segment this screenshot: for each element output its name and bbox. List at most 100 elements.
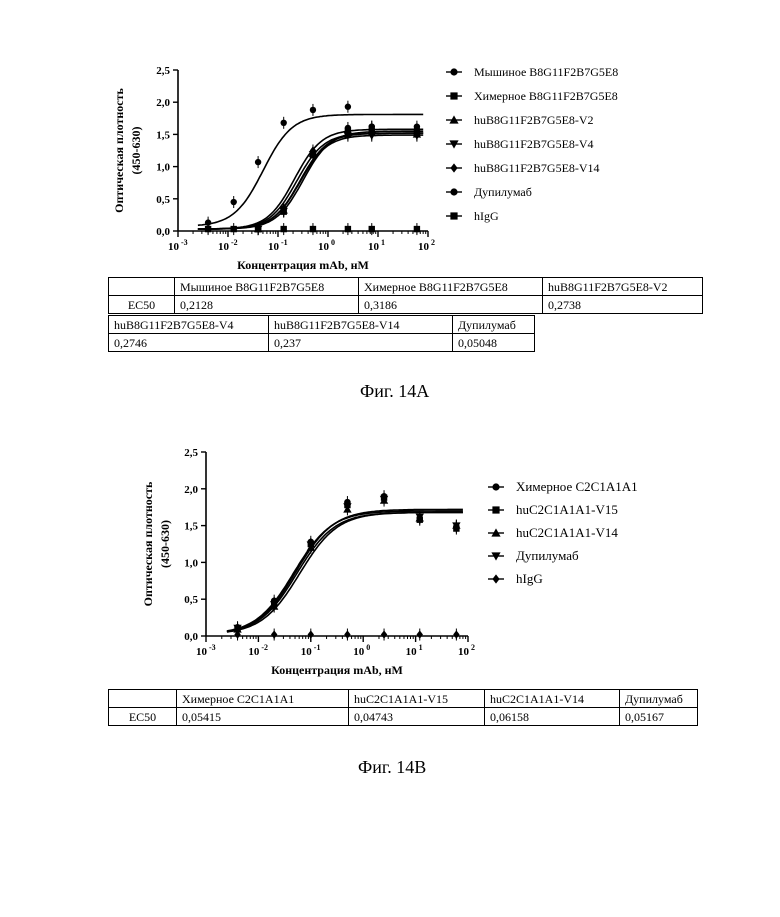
x-tick-label: 10 -1 bbox=[268, 238, 288, 253]
data-point bbox=[414, 123, 420, 129]
table-cell: 0,2128 bbox=[175, 296, 359, 314]
x-axis-label: Концентрация mAb, нМ bbox=[237, 258, 369, 272]
legend-label: hIgG bbox=[516, 571, 543, 586]
legend-label: Химерное C2C1A1A1 bbox=[516, 479, 638, 494]
table-cell-empty bbox=[109, 690, 177, 708]
y-tick-label: 2,0 bbox=[184, 484, 198, 496]
figure-caption-b: Фиг. 14В bbox=[358, 757, 426, 778]
legend-label: hIgG bbox=[474, 209, 499, 223]
fit-curve bbox=[227, 511, 463, 631]
x-tick-label: 10 -3 bbox=[196, 643, 216, 658]
y-tick-label: 0,5 bbox=[184, 594, 198, 606]
legend-label: huC2C1A1A1-V15 bbox=[516, 502, 618, 517]
y-tick-label: 1,5 bbox=[184, 521, 198, 533]
chart-b: 0,00,51,01,52,02,510 -310 -210 -110 010 … bbox=[0, 435, 780, 685]
table-cell: 0,3186 bbox=[359, 296, 543, 314]
table-header-cell: Дупилумаб bbox=[620, 690, 698, 708]
data-point bbox=[369, 123, 375, 129]
table-cell-empty bbox=[109, 278, 175, 296]
table-header-cell: huB8G11F2B7G5E8-V14 bbox=[269, 316, 453, 334]
y-tick-label: 2,5 bbox=[156, 65, 170, 77]
data-point bbox=[271, 630, 277, 638]
legend-label: Химерное B8G11F2B7G5E8 bbox=[474, 89, 618, 103]
data-point bbox=[345, 104, 351, 110]
table-header-cell: Дупилумаб bbox=[453, 316, 535, 334]
fit-curve bbox=[227, 509, 463, 631]
data-point bbox=[453, 630, 459, 638]
x-tick-label: 10 -3 bbox=[168, 238, 188, 253]
x-axis-label: Концентрация mAb, нМ bbox=[271, 663, 403, 677]
table-header-cell: huB8G11F2B7G5E8-V4 bbox=[109, 316, 269, 334]
table-header-cell: Химерное C2C1A1A1 bbox=[177, 690, 349, 708]
table-row-label: EC50 bbox=[109, 296, 175, 314]
table-cell: 0,2738 bbox=[543, 296, 703, 314]
y-tick-label: 1,0 bbox=[184, 557, 198, 569]
data-point bbox=[230, 226, 236, 232]
legend-marker bbox=[492, 574, 499, 583]
x-tick-label: 10 -2 bbox=[248, 643, 268, 658]
data-point bbox=[369, 226, 375, 232]
table-cell: 0,05415 bbox=[177, 708, 349, 726]
data-point bbox=[230, 199, 236, 205]
legend-marker bbox=[492, 483, 499, 490]
legend-label: Дупилумаб bbox=[516, 548, 579, 563]
legend-label: Дупилумаб bbox=[474, 185, 532, 199]
table-cell: 0,05167 bbox=[620, 708, 698, 726]
data-point bbox=[381, 630, 387, 638]
ec50-table-a: Мышиное B8G11F2B7G5E8 Химерное B8G11F2B7… bbox=[108, 277, 703, 314]
table-header-cell: huC2C1A1A1-V15 bbox=[349, 690, 485, 708]
data-point bbox=[345, 226, 351, 232]
y-axis-label: Оптическая плотность bbox=[141, 481, 155, 606]
table-header-cell: Мышиное B8G11F2B7G5E8 bbox=[175, 278, 359, 296]
y-axis-label-units: (450-630) bbox=[158, 520, 172, 568]
y-axis-label-units: (450-630) bbox=[129, 127, 143, 175]
legend-label: huB8G11F2B7G5E8-V4 bbox=[474, 137, 594, 151]
y-tick-label: 0,0 bbox=[156, 226, 170, 238]
legend-marker bbox=[450, 68, 457, 75]
x-tick-label: 10 0 bbox=[318, 238, 335, 253]
data-point bbox=[417, 630, 423, 638]
table-row: 0,2746 0,237 0,05048 bbox=[109, 334, 535, 352]
data-point bbox=[280, 226, 286, 232]
y-tick-label: 0,5 bbox=[156, 194, 170, 206]
legend-marker bbox=[492, 506, 499, 513]
table-row: EC50 0,05415 0,04743 0,06158 0,05167 bbox=[109, 708, 698, 726]
table-row: EC50 0,2128 0,3186 0,2738 bbox=[109, 296, 703, 314]
legend-label: huB8G11F2B7G5E8-V2 bbox=[474, 113, 594, 127]
y-tick-label: 1,0 bbox=[156, 162, 170, 174]
table-cell: 0,2746 bbox=[109, 334, 269, 352]
table-header-cell: Химерное B8G11F2B7G5E8 bbox=[359, 278, 543, 296]
table-row: Химерное C2C1A1A1 huC2C1A1A1-V15 huC2C1A… bbox=[109, 690, 698, 708]
table-cell: 0,05048 bbox=[453, 334, 535, 352]
x-tick-label: 10 0 bbox=[353, 643, 370, 658]
ec50-table-b: Химерное C2C1A1A1 huC2C1A1A1-V15 huC2C1A… bbox=[108, 689, 698, 726]
data-point bbox=[310, 107, 316, 113]
ec50-table-a-continued: huB8G11F2B7G5E8-V4 huB8G11F2B7G5E8-V14 Д… bbox=[108, 315, 535, 352]
data-point bbox=[205, 226, 211, 232]
legend-marker bbox=[450, 188, 457, 195]
table-header-cell: huC2C1A1A1-V14 bbox=[485, 690, 620, 708]
table-cell: 0,237 bbox=[269, 334, 453, 352]
table-cell: 0,04743 bbox=[349, 708, 485, 726]
legend-marker bbox=[450, 212, 457, 219]
data-point bbox=[280, 120, 286, 126]
table-cell: 0,06158 bbox=[485, 708, 620, 726]
legend-marker bbox=[450, 163, 457, 172]
data-point bbox=[414, 226, 420, 232]
table-header-cell: huB8G11F2B7G5E8-V2 bbox=[543, 278, 703, 296]
figure-caption-a: Фиг. 14А bbox=[360, 381, 429, 402]
x-tick-label: 10 1 bbox=[406, 643, 423, 658]
y-tick-label: 1,5 bbox=[156, 129, 170, 141]
legend-marker bbox=[450, 92, 457, 99]
x-tick-label: 10 2 bbox=[458, 643, 475, 658]
chart-a: 0,0 0,5 1,0 1,5 2,0 2,5 10 -3 10 -2 10 -1 10 0 10 … bbox=[0, 0, 780, 275]
y-tick-label: 2,0 bbox=[156, 97, 170, 109]
x-tick-label: 10 -2 bbox=[218, 238, 238, 253]
data-point bbox=[255, 226, 261, 232]
legend-label: huB8G11F2B7G5E8-V14 bbox=[474, 161, 600, 175]
y-tick-label: 2,5 bbox=[184, 447, 198, 459]
table-row-label: EC50 bbox=[109, 708, 177, 726]
x-tick-label: 10 2 bbox=[418, 238, 435, 253]
data-point bbox=[255, 159, 261, 165]
data-point bbox=[310, 226, 316, 232]
